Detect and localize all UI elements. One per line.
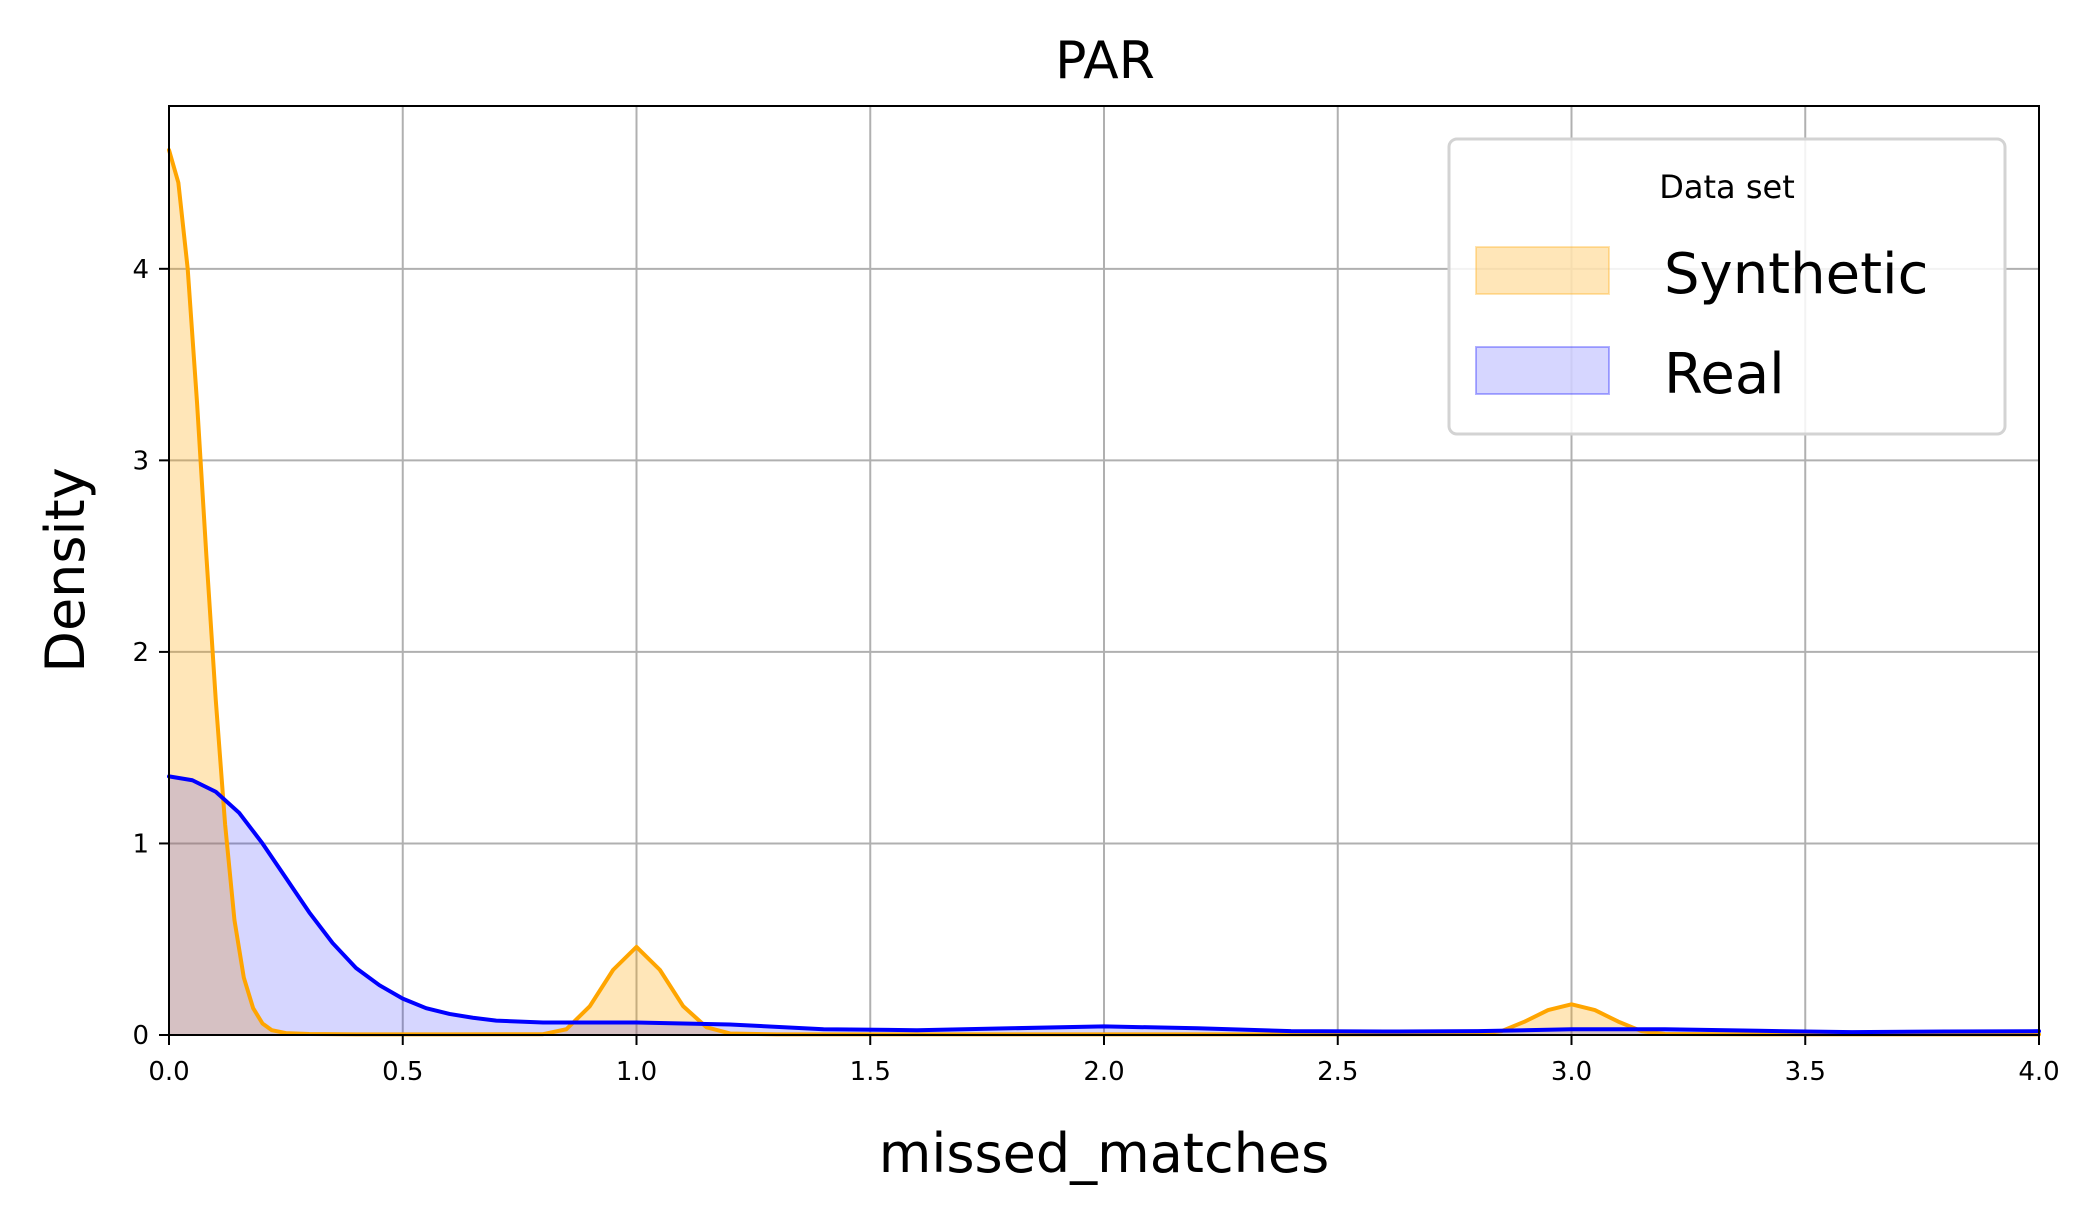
legend-label-real: Real xyxy=(1664,342,1785,407)
density-fills xyxy=(169,150,2039,1035)
chart-title: PAR xyxy=(1055,31,1155,91)
x-tick-label: 1.0 xyxy=(616,1057,657,1087)
density-lines xyxy=(167,148,2041,1037)
density-line-synthetic xyxy=(167,148,2041,1037)
legend: Data set Synthetic Real xyxy=(1447,137,2007,436)
legend-label-synthetic: Synthetic xyxy=(1664,242,1928,307)
area-fill-real xyxy=(169,776,2039,1035)
legend-swatch-synthetic xyxy=(1475,246,1610,295)
x-tick-label: 4.0 xyxy=(2018,1057,2059,1087)
y-tick-label: 2 xyxy=(132,638,149,668)
y-tick-label: 0 xyxy=(132,1021,149,1051)
legend-box xyxy=(1447,137,2007,436)
y-tick-label: 3 xyxy=(132,446,149,476)
y-tick-label: 4 xyxy=(132,255,149,285)
y-tick-label: 1 xyxy=(132,829,149,859)
x-tick-label: 1.5 xyxy=(850,1057,891,1087)
density-line-real xyxy=(167,774,2041,1035)
legend-title: Data set xyxy=(1659,168,1794,206)
legend-swatch-real xyxy=(1475,346,1610,395)
y-axis-title: Density xyxy=(34,467,97,672)
x-tick-label: 2.5 xyxy=(1317,1057,1358,1087)
y-axis-ticks: 0 1 2 3 4 xyxy=(132,255,169,1051)
x-tick-label: 3.5 xyxy=(1785,1057,1826,1087)
x-axis-ticks: 0.0 0.5 1.0 1.5 2.0 2.5 3.0 3.5 4.0 xyxy=(148,1035,2060,1087)
x-tick-label: 0.0 xyxy=(148,1057,189,1087)
x-axis-title: missed_matches xyxy=(879,1122,1330,1185)
x-tick-label: 2.0 xyxy=(1083,1057,1124,1087)
x-tick-label: 3.0 xyxy=(1551,1057,1592,1087)
x-tick-label: 0.5 xyxy=(382,1057,423,1087)
